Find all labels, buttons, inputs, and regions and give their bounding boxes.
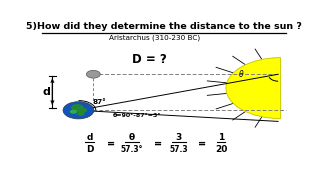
Text: =: = xyxy=(107,139,115,148)
Text: D = ?: D = ? xyxy=(132,53,166,66)
Text: d: d xyxy=(86,133,93,142)
Circle shape xyxy=(77,107,87,113)
Text: =: = xyxy=(154,139,162,148)
Circle shape xyxy=(77,112,84,116)
Text: 57.3°: 57.3° xyxy=(121,145,143,154)
Text: 87°: 87° xyxy=(92,99,106,105)
Circle shape xyxy=(71,104,84,111)
Wedge shape xyxy=(226,58,281,119)
Text: 3: 3 xyxy=(176,133,182,142)
Text: 5)How did they determine the distance to the sun ?: 5)How did they determine the distance to… xyxy=(26,22,302,31)
Text: d: d xyxy=(42,87,50,97)
Text: =: = xyxy=(198,139,206,148)
Text: θ: θ xyxy=(239,70,243,79)
Text: θ: θ xyxy=(129,133,135,142)
Text: 1: 1 xyxy=(218,133,224,142)
Text: 57.3: 57.3 xyxy=(170,145,188,154)
Circle shape xyxy=(86,70,100,78)
Text: 20: 20 xyxy=(215,145,227,154)
Text: θ=90°-87°=3°: θ=90°-87°=3° xyxy=(113,113,162,118)
Circle shape xyxy=(70,110,77,114)
Text: Aristarchus (310-230 BC): Aristarchus (310-230 BC) xyxy=(108,35,200,41)
Text: D: D xyxy=(86,145,93,154)
Circle shape xyxy=(63,102,94,119)
